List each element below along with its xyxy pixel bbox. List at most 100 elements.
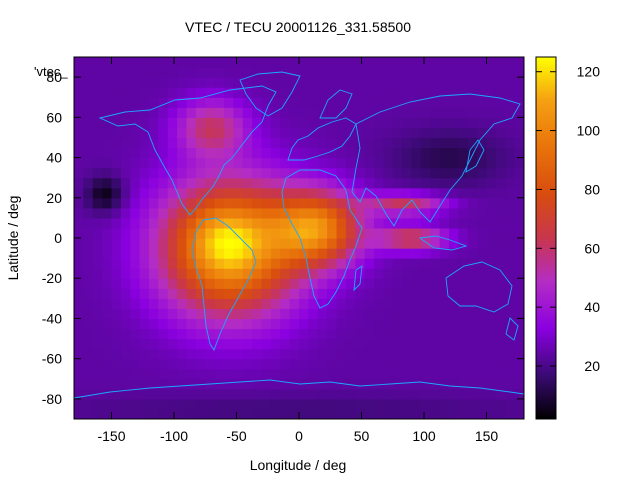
heatmap-cell bbox=[261, 207, 272, 219]
heatmap-cell bbox=[120, 197, 131, 209]
heatmap-cell bbox=[242, 378, 253, 390]
heatmap-cell bbox=[149, 187, 159, 199]
heatmap-cell bbox=[420, 127, 431, 139]
heatmap-cell bbox=[439, 137, 450, 149]
heatmap-cell bbox=[364, 137, 375, 149]
heatmap-cell bbox=[486, 87, 497, 98]
heatmap-cell bbox=[402, 207, 413, 219]
heatmap-cell bbox=[158, 197, 169, 209]
heatmap-cell bbox=[477, 177, 488, 189]
heatmap-cell bbox=[130, 288, 141, 299]
heatmap-cell bbox=[158, 77, 169, 88]
heatmap-cell bbox=[392, 238, 403, 249]
heatmap-cell bbox=[364, 398, 375, 410]
heatmap-cell bbox=[420, 77, 431, 88]
heatmap-cell bbox=[214, 137, 225, 149]
heatmap-cell bbox=[102, 127, 113, 139]
heatmap-cell bbox=[167, 408, 178, 419]
vtec-heatmap-cells bbox=[74, 57, 524, 419]
heatmap-cell bbox=[449, 328, 459, 340]
heatmap-cell bbox=[355, 258, 366, 269]
x-axis-ticks: -150 -100 -50 0 50 100 150 bbox=[97, 57, 498, 444]
heatmap-cell bbox=[336, 308, 347, 320]
heatmap-cell bbox=[439, 238, 450, 249]
heatmap-cell bbox=[364, 278, 375, 289]
heatmap-cell bbox=[505, 318, 516, 330]
heatmap-cell bbox=[392, 248, 403, 259]
heatmap-cell bbox=[392, 177, 403, 189]
heatmap-cell bbox=[74, 197, 84, 209]
heatmap-cell bbox=[224, 398, 234, 410]
heatmap-cell bbox=[158, 217, 169, 229]
heatmap-cell bbox=[167, 137, 178, 149]
heatmap-cell bbox=[364, 187, 375, 199]
heatmap-cell bbox=[224, 227, 234, 239]
heatmap-cell bbox=[149, 167, 159, 179]
heatmap-cell bbox=[186, 298, 197, 309]
heatmap-cell bbox=[74, 187, 84, 199]
heatmap-cell bbox=[495, 298, 506, 309]
heatmap-cell bbox=[280, 167, 291, 179]
heatmap-cell bbox=[467, 77, 478, 88]
heatmap-cell bbox=[280, 398, 291, 410]
heatmap-cell bbox=[130, 87, 141, 98]
heatmap-cell bbox=[242, 87, 253, 98]
heatmap-cell bbox=[280, 207, 291, 219]
heatmap-cell bbox=[270, 107, 281, 118]
heatmap-cell bbox=[355, 288, 366, 299]
heatmap-cell bbox=[505, 408, 516, 419]
heatmap-cell bbox=[158, 187, 169, 199]
heatmap-cell bbox=[336, 278, 347, 289]
heatmap-cell bbox=[449, 268, 459, 279]
heatmap-cell bbox=[205, 258, 216, 269]
heatmap-cell bbox=[130, 187, 141, 199]
heatmap-cell bbox=[439, 147, 450, 159]
heatmap-cell bbox=[195, 57, 206, 68]
heatmap-cell bbox=[242, 77, 253, 88]
heatmap-cell bbox=[186, 187, 197, 199]
heatmap-cell bbox=[261, 177, 272, 189]
heatmap-cell bbox=[167, 187, 178, 199]
heatmap-cell bbox=[261, 328, 272, 340]
heatmap-cell bbox=[486, 278, 497, 289]
heatmap-cell bbox=[111, 157, 122, 169]
heatmap-cell bbox=[224, 358, 234, 370]
heatmap-cell bbox=[195, 298, 206, 309]
heatmap-cell bbox=[505, 137, 516, 149]
heatmap-cell bbox=[364, 127, 375, 139]
heatmap-cell bbox=[495, 137, 506, 149]
heatmap-cell bbox=[439, 318, 450, 330]
heatmap-cell bbox=[130, 408, 141, 419]
heatmap-cell bbox=[374, 298, 384, 309]
heatmap-cell bbox=[308, 87, 319, 98]
heatmap-cell bbox=[495, 268, 506, 279]
heatmap-cell bbox=[74, 157, 84, 169]
heatmap-cell bbox=[102, 238, 113, 249]
heatmap-cell bbox=[195, 258, 206, 269]
heatmap-cell bbox=[158, 368, 169, 380]
heatmap-cell bbox=[195, 238, 206, 249]
heatmap-cell bbox=[392, 258, 403, 269]
heatmap-cell bbox=[299, 308, 309, 320]
heatmap-cell bbox=[383, 217, 394, 229]
heatmap-cell bbox=[336, 87, 347, 98]
heatmap-cell bbox=[458, 258, 469, 269]
heatmap-cell bbox=[102, 177, 113, 189]
heatmap-cell bbox=[280, 137, 291, 149]
heatmap-cell bbox=[299, 238, 309, 249]
heatmap-cell bbox=[289, 117, 300, 128]
heatmap-cell bbox=[280, 348, 291, 360]
heatmap-cell bbox=[383, 388, 394, 400]
heatmap-cell bbox=[449, 147, 459, 159]
heatmap-cell bbox=[411, 127, 422, 139]
heatmap-cell bbox=[477, 338, 488, 350]
heatmap-cell bbox=[270, 398, 281, 410]
heatmap-cell bbox=[439, 117, 450, 128]
heatmap-cell bbox=[383, 288, 394, 299]
heatmap-cell bbox=[261, 268, 272, 279]
heatmap-cell bbox=[467, 408, 478, 419]
heatmap-cell bbox=[420, 57, 431, 68]
heatmap-cell bbox=[158, 378, 169, 390]
heatmap-cell bbox=[458, 217, 469, 229]
